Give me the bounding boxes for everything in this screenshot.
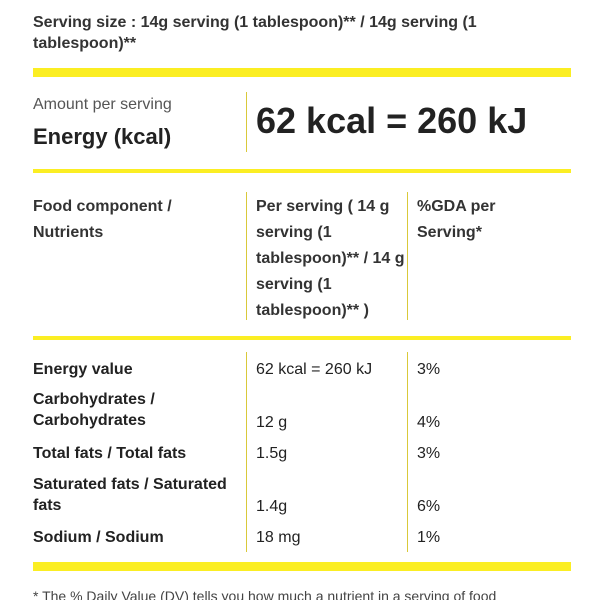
nutrient-value: 18 mg (256, 529, 301, 546)
header-divider-bar (33, 336, 571, 340)
nutrient-row-carbohydrates: Carbohydrates / Carbohydrates 12 g 4% (33, 389, 571, 433)
nutrient-value: 1.4g (256, 498, 288, 515)
nutrient-value: 12 g (256, 414, 288, 431)
nutrient-row-energy: Energy value 62 kcal = 260 kJ 3% (33, 358, 571, 382)
header-divider-1 (246, 192, 247, 320)
nutrient-name: Carbohydrates / Carbohydrates (33, 391, 155, 429)
amount-per-serving-label: Amount per serving (33, 96, 172, 113)
nutrient-name: Energy value (33, 361, 133, 378)
top-divider-bar (33, 68, 571, 77)
nutrient-gda: 3% (417, 445, 441, 462)
header-food-component: Food component / Nutrients (33, 198, 172, 241)
energy-divider-bar (33, 169, 571, 173)
serving-size: Serving size : 14g serving (1 tablespoon… (33, 14, 477, 52)
energy-divider (246, 92, 247, 152)
nutrient-value: 1.5g (256, 445, 288, 462)
nutrient-name: Sodium / Sodium (33, 529, 164, 546)
nutrient-name: Total fats / Total fats (33, 445, 187, 462)
nutrient-value: 62 kcal = 260 kJ (256, 361, 373, 378)
nutrient-gda: 1% (417, 529, 441, 546)
header-per-serving: Per serving ( 14 g serving (1 tablespoon… (256, 198, 405, 319)
nutrient-row-total-fats: Total fats / Total fats 1.5g 3% (33, 442, 571, 466)
nutrient-name: Saturated fats / Saturated fats (33, 476, 227, 514)
header-gda: %GDA per Serving* (417, 198, 496, 241)
column-divider-2 (407, 352, 408, 552)
energy-label: Energy (kcal) (33, 124, 172, 149)
nutrient-gda: 6% (417, 498, 441, 515)
column-divider-1 (246, 352, 247, 552)
energy-block: Amount per serving Energy (kcal) 62 kcal… (33, 92, 571, 154)
bottom-divider-bar (33, 562, 571, 571)
nutrient-gda: 4% (417, 414, 441, 431)
energy-value: 62 kcal = 260 kJ (256, 100, 528, 141)
nutrient-row-sodium: Sodium / Sodium 18 mg 1% (33, 526, 571, 550)
nutrient-gda: 3% (417, 361, 441, 378)
footnote: * The % Daily Value (DV) tells you how m… (33, 588, 497, 600)
nutrient-row-saturated-fats: Saturated fats / Saturated fats 1.4g 6% (33, 474, 571, 518)
header-divider-2 (407, 192, 408, 320)
